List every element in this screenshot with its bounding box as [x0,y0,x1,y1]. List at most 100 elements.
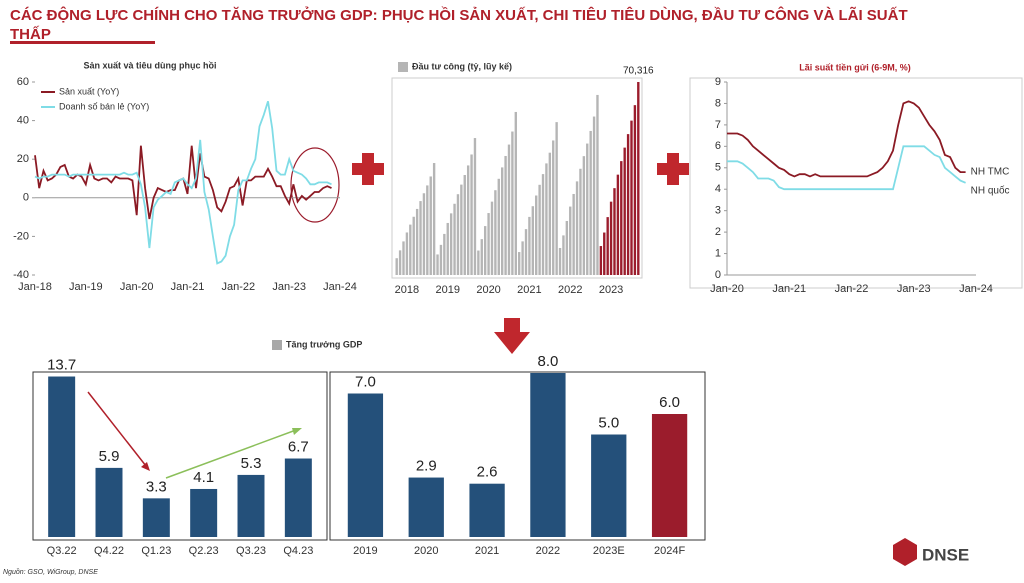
bar [490,201,494,275]
bar [395,258,398,275]
data-label: 13.7 [47,356,76,373]
x-tick-label: 2024F [654,545,685,557]
x-tick-label: Q3.23 [236,545,266,557]
chart-title: Lãi suất tiền gửi (6-9M, %) [799,62,911,72]
bar [586,143,589,275]
legend-label: Đầu tư công (tỷ, lũy kế) [412,61,512,71]
y-tick-label: 0 [715,269,721,281]
bar [511,131,514,275]
bar [535,195,538,275]
bar [237,474,265,537]
bar [347,393,384,537]
data-label: 5.9 [99,448,120,465]
bar [432,163,436,275]
x-tick-label: Jan-22 [222,281,256,293]
bar [405,232,409,275]
data-label: 2.6 [477,464,498,481]
bar [473,138,477,275]
bar [284,458,312,537]
series-line [727,145,966,191]
bar [419,201,422,275]
bar [555,122,558,275]
bar [483,226,487,275]
x-tick-label: Jan-20 [710,283,744,295]
bar [651,414,688,537]
bar [589,130,592,275]
chart-title: Sản xuất và tiêu dùng phục hồi [83,60,216,70]
x-tick-label: 2023E [593,545,625,557]
bar [402,241,405,275]
bar [439,244,443,275]
series-label: NH TMC [971,167,1010,178]
bar [531,206,535,275]
bar [507,144,511,275]
x-tick-label: 2020 [414,545,438,557]
bar [95,467,123,537]
bar [494,190,497,275]
data-label: 4.1 [193,469,214,486]
x-tick-label: Jan-19 [69,281,103,293]
title-underline [10,41,155,44]
bar [579,168,582,275]
y-tick-label: -40 [13,269,29,281]
y-tick-label: 7 [715,119,721,131]
bar [620,161,623,275]
bar [422,193,426,275]
bar [626,134,630,275]
bar [565,220,569,275]
bar [449,213,453,275]
bar [562,235,565,275]
x-tick-label: 2023 [599,284,623,296]
y-tick-label: 0 [23,192,29,204]
bar [504,155,507,275]
bar [592,116,596,276]
bar [616,174,620,275]
bar [514,111,517,275]
plus-sign [657,153,689,185]
bar [443,233,446,275]
source: Nguồn: GSO, WiGroup, DNSE [3,567,98,576]
bar [500,167,504,275]
data-label: 7.0 [355,373,376,390]
y-tick-label: 1 [715,247,721,259]
bar [398,250,402,275]
bar [630,120,633,275]
data-label: 5.3 [241,455,262,472]
panel-frame [32,371,328,541]
bar [409,224,412,275]
series-line [34,101,332,265]
x-tick-label: 2018 [395,284,419,296]
bar [530,373,566,537]
bar [456,194,460,275]
y-tick-label: 9 [715,76,721,88]
data-label: 5.0 [598,414,619,431]
x-tick-label: 2022 [536,545,560,557]
x-tick-label: Q3.22 [47,545,77,557]
legend-label: Sản xuất (YoY) [59,86,119,96]
bar [637,82,640,275]
bar [469,483,505,537]
bar [582,156,586,275]
slide-title: CÁC ĐỘNG LỰC CHÍNH CHO TĂNG TRƯỞNG GDP: … [10,7,908,43]
bar [426,185,429,275]
bar [613,188,616,275]
y-tick-label: 8 [715,97,721,109]
down-arrow [494,318,530,354]
bar [408,477,444,537]
bar [521,241,524,275]
data-label: 2.9 [416,458,437,475]
bar [142,498,170,537]
logo: DNSE [922,545,969,564]
y-tick-label: 40 [17,115,29,127]
bar [552,140,555,275]
bar [466,165,470,275]
series-label: NH quốc [971,184,1010,196]
bar [463,175,466,275]
bar [575,181,579,275]
bar [470,154,473,275]
data-label: 3.3 [146,478,167,495]
y-tick-label: 2 [715,226,721,238]
bar [446,222,449,275]
bar [453,203,456,275]
